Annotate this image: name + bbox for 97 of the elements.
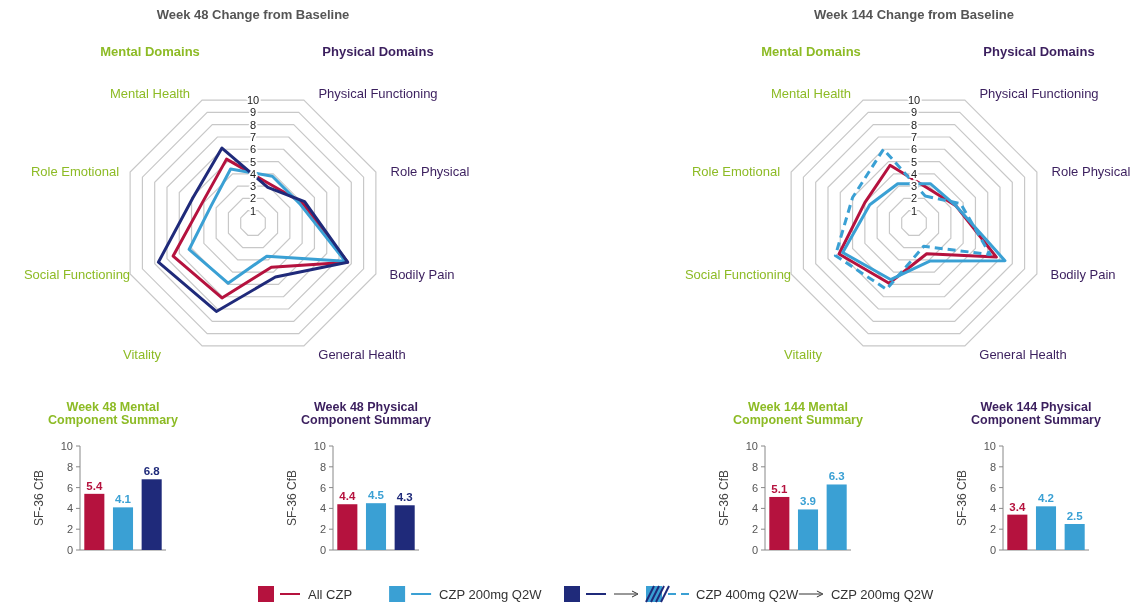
y-tick-label: 8 xyxy=(989,460,996,473)
y-tick-label: 2 xyxy=(249,192,257,205)
y-tick-label: 3 xyxy=(249,180,257,193)
data-label: 3.9 xyxy=(800,495,816,508)
text: Mental Domains xyxy=(100,44,200,59)
y-tick-label: 9 xyxy=(910,106,918,119)
data-label: 6.8 xyxy=(143,465,161,478)
bar xyxy=(826,484,847,550)
y-tick-label: 1 xyxy=(910,204,918,217)
chart-title: Week 144 Physical Component Summary xyxy=(971,400,1101,427)
y-tick-label: 1 xyxy=(249,204,257,217)
y-tick-label: 6 xyxy=(249,143,257,156)
chart-title: Week 48 Physical Component Summary xyxy=(301,400,431,427)
bar xyxy=(1007,514,1028,550)
y-tick-label: 7 xyxy=(910,130,918,143)
spoke-label: General Health xyxy=(979,347,1067,362)
y-tick-label: 0 xyxy=(751,544,758,556)
spoke-label: Mental Health xyxy=(109,86,191,101)
chart-title: Week 48 Change from Baseline xyxy=(156,7,350,22)
y-tick-label: 7 xyxy=(249,130,257,143)
spoke-label: Social Functioning xyxy=(684,267,792,282)
y-tick-label: 10 xyxy=(246,94,260,107)
y-tick-label: 6 xyxy=(989,481,996,494)
y-tick-label: 4 xyxy=(989,502,996,515)
spoke-label: Role Physical xyxy=(1051,164,1131,179)
bar xyxy=(769,496,790,550)
y-axis-title: SF-36 CfB xyxy=(717,469,731,527)
text: Mental Domains xyxy=(761,44,861,59)
text: Physical Domains xyxy=(322,44,434,59)
y-tick-label: 6 xyxy=(319,481,326,494)
data-label: 4.2 xyxy=(1038,492,1054,505)
y-tick-label: 10 xyxy=(983,440,996,452)
y-tick-label: 10 xyxy=(907,94,921,107)
bar xyxy=(1035,506,1057,550)
data-label: 4.3 xyxy=(396,491,413,504)
y-tick-label: 8 xyxy=(751,460,758,473)
data-label: 3.4 xyxy=(1009,500,1026,513)
spoke-label: Physical Functioning xyxy=(979,86,1099,101)
y-tick-label: 5 xyxy=(249,155,257,168)
y-tick-label: 9 xyxy=(249,106,257,119)
spoke-label: Bodily Pain xyxy=(389,267,455,282)
spoke-label: Vitality xyxy=(122,347,162,362)
y-tick-label: 10 xyxy=(745,440,758,452)
y-tick-label: 8 xyxy=(249,118,257,131)
y-tick-label: 0 xyxy=(319,544,326,556)
data-label: 5.1 xyxy=(771,482,788,495)
bar xyxy=(112,507,134,550)
chart-title: Week 144 Mental Component Summary xyxy=(733,400,863,427)
data-label: 4.1 xyxy=(115,493,132,506)
y-tick-label: 2 xyxy=(319,523,326,536)
y-axis-title: SF-36 CfB xyxy=(285,469,299,527)
spoke-label: Social Functioning xyxy=(23,267,131,282)
data-label: 4.5 xyxy=(368,489,385,502)
y-axis-title: SF-36 CfB xyxy=(32,469,46,527)
legend-label: All CZP xyxy=(308,587,353,602)
y-tick-label: 6 xyxy=(910,143,918,156)
y-tick-label: 2 xyxy=(989,523,996,536)
y-tick-label: 10 xyxy=(313,440,326,452)
y-tick-label: 4 xyxy=(319,502,326,515)
y-tick-label: 8 xyxy=(910,118,918,131)
y-tick-label: 2 xyxy=(66,523,73,536)
y-tick-label: 8 xyxy=(66,460,73,473)
data-label: 5.4 xyxy=(86,479,103,492)
data-label: 4.4 xyxy=(339,490,356,503)
bar xyxy=(797,509,819,550)
spoke-label: Role Emotional xyxy=(691,164,781,179)
bar xyxy=(1064,524,1085,550)
spoke-label: Vitality xyxy=(783,347,823,362)
y-tick-label: 5 xyxy=(910,155,918,168)
spoke-label: Bodily Pain xyxy=(1050,267,1116,282)
data-label: 6.3 xyxy=(828,470,845,483)
y-tick-label: 4 xyxy=(910,167,918,180)
y-tick-label: 8 xyxy=(319,460,326,473)
y-tick-label: 4 xyxy=(66,502,73,515)
data-label: 2.5 xyxy=(1066,510,1084,522)
y-tick-label: 6 xyxy=(751,481,758,494)
spoke-label: General Health xyxy=(318,347,406,362)
legend-label: CZP 400mg Q2W xyxy=(696,587,800,602)
y-tick-label: 6 xyxy=(66,481,73,494)
text: CZP 200mg Q2W xyxy=(830,587,934,602)
chart-title: Week 144 Change from Baseline xyxy=(814,7,1014,22)
y-tick-label: 4 xyxy=(751,502,758,515)
bar xyxy=(141,479,162,550)
y-tick-label: 0 xyxy=(989,544,996,556)
spoke-label: Physical Functioning xyxy=(318,86,438,101)
bar xyxy=(84,493,105,550)
y-axis-title: SF-36 CfB xyxy=(955,469,969,527)
y-tick-label: 10 xyxy=(60,440,73,452)
spoke-label: Role Emotional xyxy=(30,164,120,179)
y-tick-label: 2 xyxy=(910,192,918,205)
text: Physical Domains xyxy=(983,44,1095,59)
spoke-label: Mental Health xyxy=(770,86,852,101)
spoke-label: Role Physical xyxy=(390,164,470,179)
y-tick-label: 2 xyxy=(751,523,758,536)
chart-title: Week 48 Mental Component Summary xyxy=(48,400,178,427)
y-tick-label: 0 xyxy=(66,544,73,556)
legend-label: CZP 200mg Q2W xyxy=(439,587,543,602)
